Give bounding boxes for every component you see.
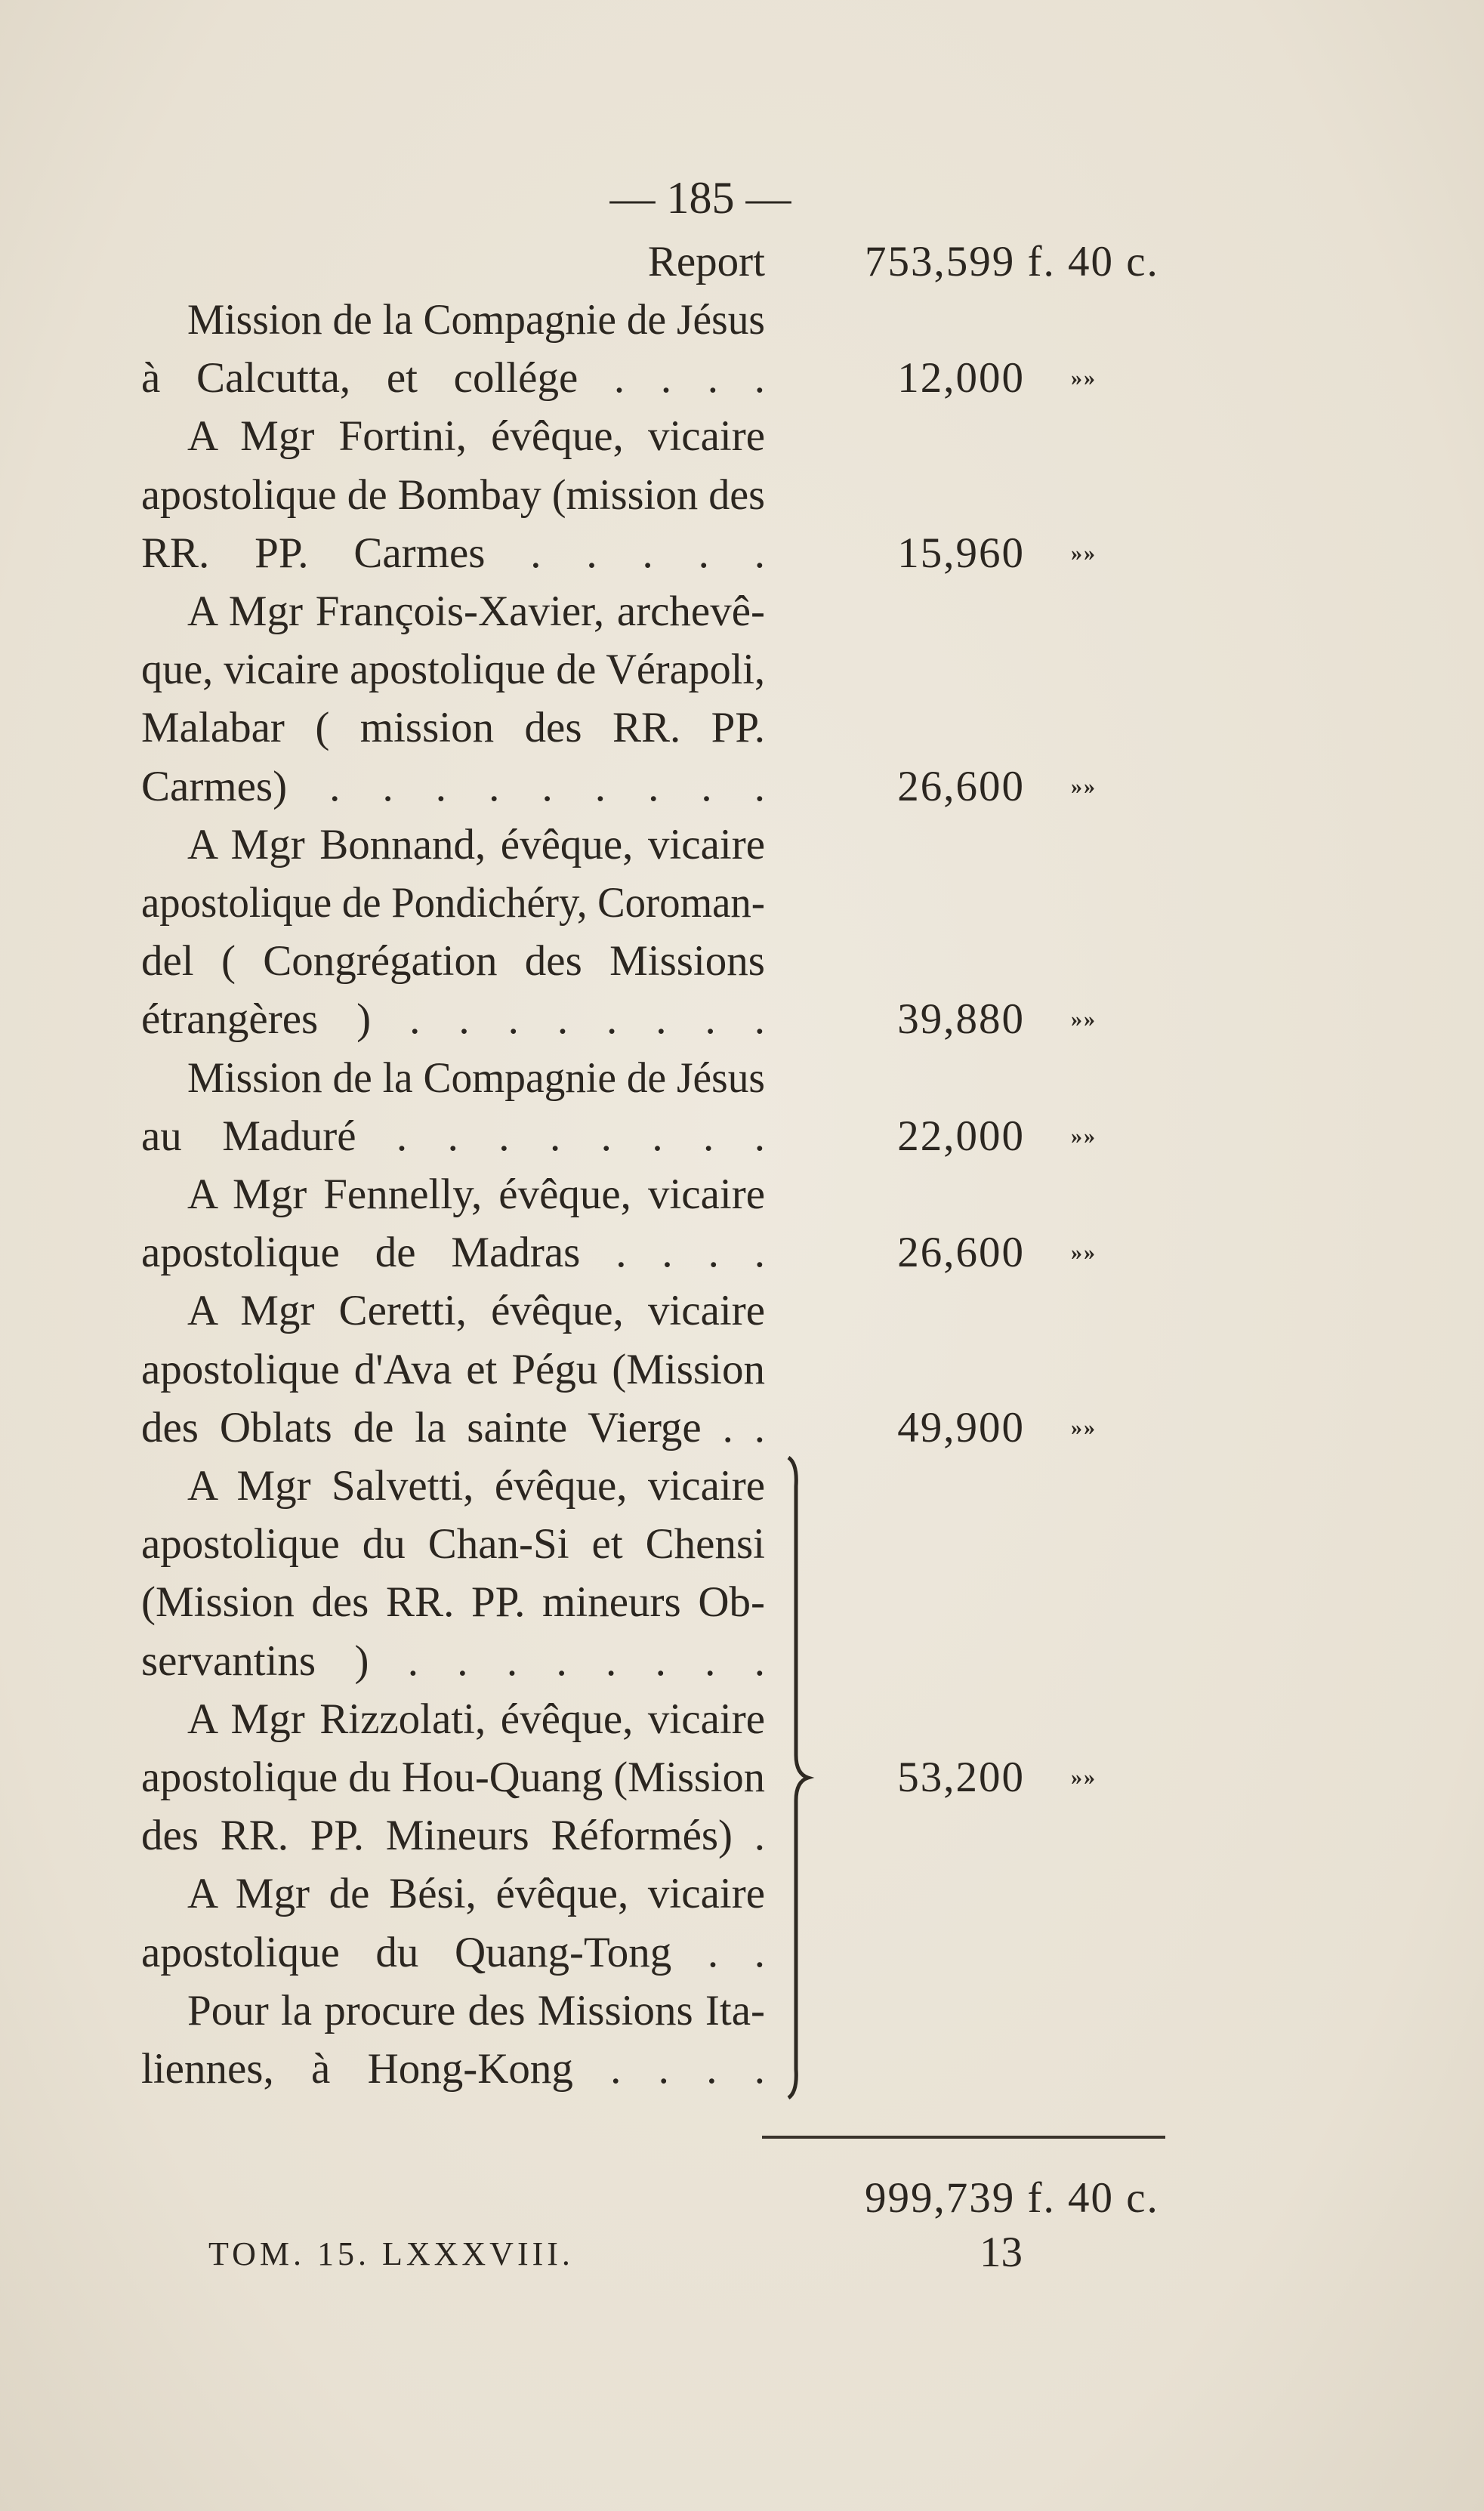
ditto-mark: »» xyxy=(1071,1240,1097,1266)
entry-line-text: liennes, à Hong-Kong . . . . xyxy=(141,2045,765,2093)
page-number: — 185 — xyxy=(609,173,791,223)
signature-folio: 13 xyxy=(980,2229,1023,2276)
entry-line-text: Carmes) . . . . . . . . . xyxy=(141,762,765,810)
entry-line: au Maduré . . . . . . . . xyxy=(141,1110,765,1163)
report-label: Report xyxy=(647,238,765,285)
entry-line: apostolique d'Ava et Pégu (Mission xyxy=(141,1343,765,1396)
entry-line: apostolique du Quang-Tong . . xyxy=(141,1926,765,1979)
entry-line-text: A Mgr Ceretti, évêque, vicaire xyxy=(187,1287,765,1335)
entry-line-text: A Mgr François-Xavier, archevê- xyxy=(187,588,765,635)
entry-line: Carmes) . . . . . . . . . xyxy=(141,760,765,813)
total-amount: 999,739 f. 40 c. xyxy=(865,2174,1159,2222)
entry-line: A Mgr Rizzolati, évêque, vicaire xyxy=(187,1693,765,1746)
entry-amount: 26,600 xyxy=(897,762,1025,810)
entry-line-text: que, vicaire apostolique de Vérapoli, xyxy=(141,646,765,694)
entry-line: des Oblats de la sainte Vierge . . xyxy=(141,1402,765,1454)
entry-line-text: Mission de la Compagnie de Jésus xyxy=(187,1053,765,1102)
entry-line-text: apostolique du Chan-Si et Chensi xyxy=(141,1520,765,1569)
total-rule xyxy=(762,2136,1165,2139)
entry-line-text: A Mgr de Bési, évêque, vicaire xyxy=(187,1870,765,1918)
entry-line-text: del ( Congrégation des Missions xyxy=(141,937,765,986)
ditto-mark: »» xyxy=(1071,1765,1097,1790)
printer-signature: TOM. 15. LXXXVIII. xyxy=(208,2235,574,2272)
entry-line: A Mgr François-Xavier, archevê- xyxy=(187,585,765,638)
entry-line-text: à Calcutta, et collége . . . . xyxy=(141,354,765,403)
ditto-mark: »» xyxy=(1071,540,1097,566)
ditto-mark: »» xyxy=(1071,1414,1097,1440)
entry-line: A Mgr Fortini, évêque, vicaire xyxy=(187,410,765,463)
entry-line: Malabar ( mission des RR. PP. xyxy=(141,702,765,754)
entry-line-text: A Mgr Fennelly, évêque, vicaire xyxy=(187,1171,765,1218)
entry-line-text: Pour la procure des Missions Ita- xyxy=(187,1986,765,2034)
entry-line: liennes, à Hong-Kong . . . . xyxy=(141,2043,765,2096)
entry-line-text: apostolique de Madras . . . . xyxy=(141,1229,765,1277)
entry-line: apostolique du Hou-Quang (Mission xyxy=(141,1751,765,1804)
entry-line: à Calcutta, et collége . . . . xyxy=(141,352,765,405)
entry-line-text: (Mission des RR. PP. mineurs Ob- xyxy=(141,1578,765,1627)
entry-line: A Mgr Salvetti, évêque, vicaire xyxy=(187,1460,765,1513)
entry-line-text: Malabar ( mission des RR. PP. xyxy=(141,704,765,752)
entry-amount: 53,200 xyxy=(897,1754,1025,1801)
entry-line: (Mission des RR. PP. mineurs Ob- xyxy=(141,1576,765,1629)
entry-amount: 49,900 xyxy=(897,1403,1025,1451)
ditto-mark: »» xyxy=(1071,773,1097,799)
entry-line: A Mgr Bonnand, évêque, vicaire xyxy=(187,819,765,871)
entry-line-text: apostolique de Pondichéry, Coroman- xyxy=(141,879,765,927)
entry-line: des RR. PP. Mineurs Réformés) . xyxy=(141,1809,765,1862)
entry-amount: 12,000 xyxy=(897,354,1025,403)
entry-line: apostolique de Madras . . . . xyxy=(141,1226,765,1279)
entry-line: del ( Congrégation des Missions xyxy=(141,935,765,988)
entry-line-text: RR. PP. Carmes . . . . . xyxy=(141,529,765,577)
entry-line-text: étrangères ) . . . . . . . . xyxy=(141,995,765,1044)
entry-line: apostolique du Chan-Si et Chensi xyxy=(141,1518,765,1571)
entry-line: apostolique de Bombay (mission des xyxy=(141,469,765,522)
ditto-mark: »» xyxy=(1071,366,1097,391)
entry-line-text: servantins ) . . . . . . . . xyxy=(141,1636,765,1685)
entry-line: étrangères ) . . . . . . . . xyxy=(141,993,765,1046)
entry-line-text: A Mgr Rizzolati, évêque, vicaire xyxy=(187,1695,765,1743)
entry-line: que, vicaire apostolique de Vérapoli, xyxy=(141,643,765,696)
entry-line-text: apostolique d'Ava et Pégu (Mission xyxy=(141,1345,765,1393)
ditto-mark: »» xyxy=(1071,1123,1097,1149)
entry-line-text: apostolique du Quang-Tong . . xyxy=(141,1928,765,1976)
entry-line-text: Mission de la Compagnie de Jésus xyxy=(187,296,765,344)
entry-amount: 26,600 xyxy=(897,1229,1025,1277)
entry-line: Mission de la Compagnie de Jésus xyxy=(187,294,765,347)
entry-line-text: A Mgr Fortini, évêque, vicaire xyxy=(187,412,765,461)
entry-line-text: au Maduré . . . . . . . . xyxy=(141,1112,765,1160)
entry-line-text: apostolique du Hou-Quang (Mission xyxy=(141,1754,765,1801)
entry-amount: 22,000 xyxy=(897,1112,1025,1160)
entry-line: A Mgr de Bési, évêque, vicaire xyxy=(187,1868,765,1920)
report-amount: 753,599 f. 40 c. xyxy=(865,238,1159,285)
entry-line: servantins ) . . . . . . . . xyxy=(141,1635,765,1688)
entry-line: A Mgr Fennelly, évêque, vicaire xyxy=(187,1168,765,1221)
entry-line-text: des Oblats de la sainte Vierge . . xyxy=(141,1403,765,1451)
entry-line-text: apostolique de Bombay (mission des xyxy=(141,470,765,519)
entry-line: A Mgr Ceretti, évêque, vicaire xyxy=(187,1285,765,1337)
entry-line: Mission de la Compagnie de Jésus xyxy=(187,1052,765,1105)
entry-line: RR. PP. Carmes . . . . . xyxy=(141,527,765,580)
entry-line-text: des RR. PP. Mineurs Réformés) . xyxy=(141,1812,765,1860)
entry-line: Pour la procure des Missions Ita- xyxy=(187,1985,765,2037)
entry-line-text: A Mgr Bonnand, évêque, vicaire xyxy=(187,820,765,868)
entry-amount: 15,960 xyxy=(897,529,1025,577)
entry-line: apostolique de Pondichéry, Coroman- xyxy=(141,877,765,930)
curly-brace xyxy=(785,1455,816,2100)
entry-line-text: A Mgr Salvetti, évêque, vicaire xyxy=(187,1462,765,1510)
ditto-mark: »» xyxy=(1071,1007,1097,1032)
entry-amount: 39,880 xyxy=(897,995,1025,1044)
